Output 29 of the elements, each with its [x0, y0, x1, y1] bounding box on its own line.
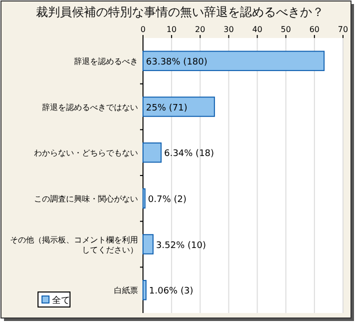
y-tick-label: その他（掲示板、コメント欄を利用してください）	[10, 235, 138, 254]
data-label: 6.34% (18)	[164, 149, 214, 160]
y-tick-label: わからない・どちらでもない	[34, 148, 138, 158]
bar	[142, 234, 154, 254]
bar	[142, 96, 215, 117]
data-label: 3.52% (10)	[156, 240, 206, 251]
data-label: 63.38% (180)	[146, 57, 208, 68]
bar	[142, 50, 325, 72]
x-tick-label: 30	[224, 25, 234, 34]
data-label: 25% (71)	[146, 103, 188, 114]
legend: 全て	[38, 292, 70, 308]
bar	[142, 142, 162, 163]
legend-label: 全て	[52, 295, 70, 306]
y-tick-label: 辞退を認めるべき	[74, 56, 138, 66]
x-tick-label: 50	[280, 25, 291, 34]
chart-title: 裁判員候補の特別な事情の無い辞退を認めるべきか？	[36, 5, 324, 19]
y-tick-label: 白紙票	[114, 286, 138, 296]
bar	[142, 188, 146, 209]
y-tick-label: この調査に興味・関心がない	[34, 194, 138, 204]
data-label: 0.7% (2)	[148, 194, 186, 205]
x-tick-label: 60	[309, 25, 320, 34]
y-tick-label: 辞退を認めるべきではない	[42, 102, 138, 112]
x-tick-label: 20	[195, 25, 206, 34]
x-tick-label: 0	[140, 25, 146, 34]
x-tick-label: 10	[166, 25, 177, 34]
x-tick-label: 40	[252, 25, 262, 34]
x-tick-label: 70	[338, 25, 348, 34]
bar	[142, 280, 147, 300]
data-label: 1.06% (3)	[149, 286, 194, 297]
